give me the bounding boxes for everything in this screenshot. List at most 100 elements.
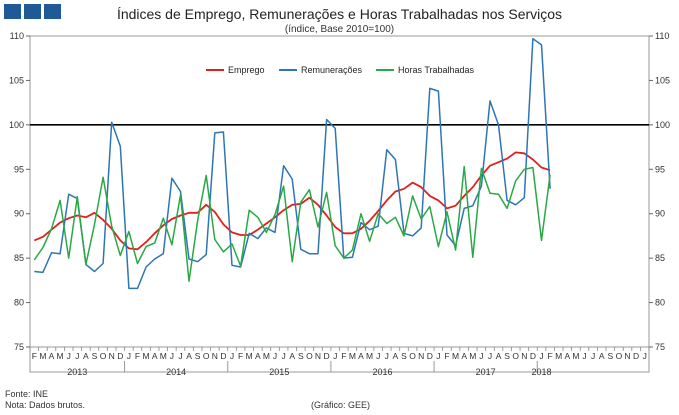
month-label: J [436, 351, 440, 361]
y-tick-label-right: 95 [655, 164, 665, 174]
month-label: S [92, 351, 98, 361]
year-label: 2013 [67, 367, 87, 377]
brand-logo [4, 4, 61, 19]
month-label: M [160, 351, 167, 361]
month-label: M [555, 351, 562, 361]
y-tick-label-left: 85 [14, 253, 24, 263]
y-tick-label-left: 95 [14, 164, 24, 174]
month-label: J [591, 351, 595, 361]
month-label: N [212, 351, 218, 361]
year-label: 2015 [269, 367, 289, 377]
month-label: F [238, 351, 243, 361]
legend-label: Horas Trabalhadas [398, 65, 475, 75]
month-label: N [521, 351, 527, 361]
month-label: M [39, 351, 46, 361]
month-label: D [530, 351, 536, 361]
month-label: S [504, 351, 510, 361]
month-label: N [109, 351, 115, 361]
month-label: O [616, 351, 623, 361]
year-label: 2016 [372, 367, 392, 377]
month-label: N [315, 351, 321, 361]
month-label: A [358, 351, 364, 361]
month-label: F [341, 351, 346, 361]
month-label: D [427, 351, 433, 361]
logo-block [44, 4, 61, 19]
month-label: A [83, 351, 89, 361]
y-tick-label-left: 80 [14, 298, 24, 308]
month-label: J [333, 351, 337, 361]
month-label: A [461, 351, 467, 361]
data-note: Nota: Dados brutos. [5, 400, 86, 410]
year-label: 2018 [532, 367, 552, 377]
source-note: Fonte: INE [5, 389, 49, 399]
y-tick-label-right: 75 [655, 342, 665, 352]
y-tick-label-left: 105 [9, 75, 24, 85]
month-label: D [324, 351, 330, 361]
month-label: M [57, 351, 64, 361]
month-label: D [117, 351, 123, 361]
month-label: A [289, 351, 295, 361]
y-tick-label-right: 90 [655, 209, 665, 219]
y-tick-label-right: 85 [655, 253, 665, 263]
month-label: M [263, 351, 270, 361]
month-label: O [203, 351, 210, 361]
series-line-horas-trabalhadas [33, 165, 551, 282]
month-label: J [75, 351, 79, 361]
month-label: M [349, 351, 356, 361]
month-label: J [643, 351, 647, 361]
month-label: J [230, 351, 234, 361]
month-label: M [143, 351, 150, 361]
series-line-remuneracoes [34, 37, 551, 290]
y-tick-label-left: 75 [14, 342, 24, 352]
series-line-emprego [33, 151, 551, 251]
month-label: J [281, 351, 285, 361]
month-label: S [607, 351, 613, 361]
month-label: A [496, 351, 502, 361]
y-tick-label-right: 110 [655, 31, 669, 41]
month-label: A [186, 351, 192, 361]
month-label: A [49, 351, 55, 361]
month-label: A [393, 351, 399, 361]
chart-subtitle: (índice, Base 2010=100) [284, 24, 395, 35]
legend-label: Emprego [228, 65, 265, 75]
y-tick-label-left: 110 [10, 31, 24, 41]
month-label: N [624, 351, 630, 361]
month-label: M [246, 351, 253, 361]
month-label: J [376, 351, 380, 361]
month-label: D [633, 351, 639, 361]
month-label: M [572, 351, 579, 361]
plot-frame [29, 35, 650, 373]
month-label: J [582, 351, 586, 361]
logo-block [4, 4, 21, 19]
month-label: J [488, 351, 492, 361]
month-label: A [152, 351, 158, 361]
month-label: F [135, 351, 140, 361]
month-label: J [178, 351, 182, 361]
month-label: N [418, 351, 424, 361]
month-label: O [512, 351, 519, 361]
month-label: S [195, 351, 201, 361]
month-label: O [306, 351, 313, 361]
legend-label: Remunerações [301, 65, 363, 75]
month-label: O [100, 351, 107, 361]
month-label: M [366, 351, 373, 361]
year-label: 2014 [166, 367, 186, 377]
month-label: M [452, 351, 459, 361]
month-label: J [539, 351, 543, 361]
month-label: A [599, 351, 605, 361]
month-label: J [170, 351, 174, 361]
chart-title: Índices de Emprego, Remunerações e Horas… [116, 6, 563, 22]
month-label: A [564, 351, 570, 361]
month-label: M [469, 351, 476, 361]
month-label: J [385, 351, 389, 361]
month-label: F [32, 351, 37, 361]
month-label: S [298, 351, 304, 361]
logo-block [24, 4, 41, 19]
month-label: J [479, 351, 483, 361]
month-label: D [220, 351, 226, 361]
month-label: A [255, 351, 261, 361]
y-tick-label-right: 80 [655, 298, 665, 308]
year-label: 2017 [476, 367, 496, 377]
y-tick-label-left: 90 [14, 209, 24, 219]
